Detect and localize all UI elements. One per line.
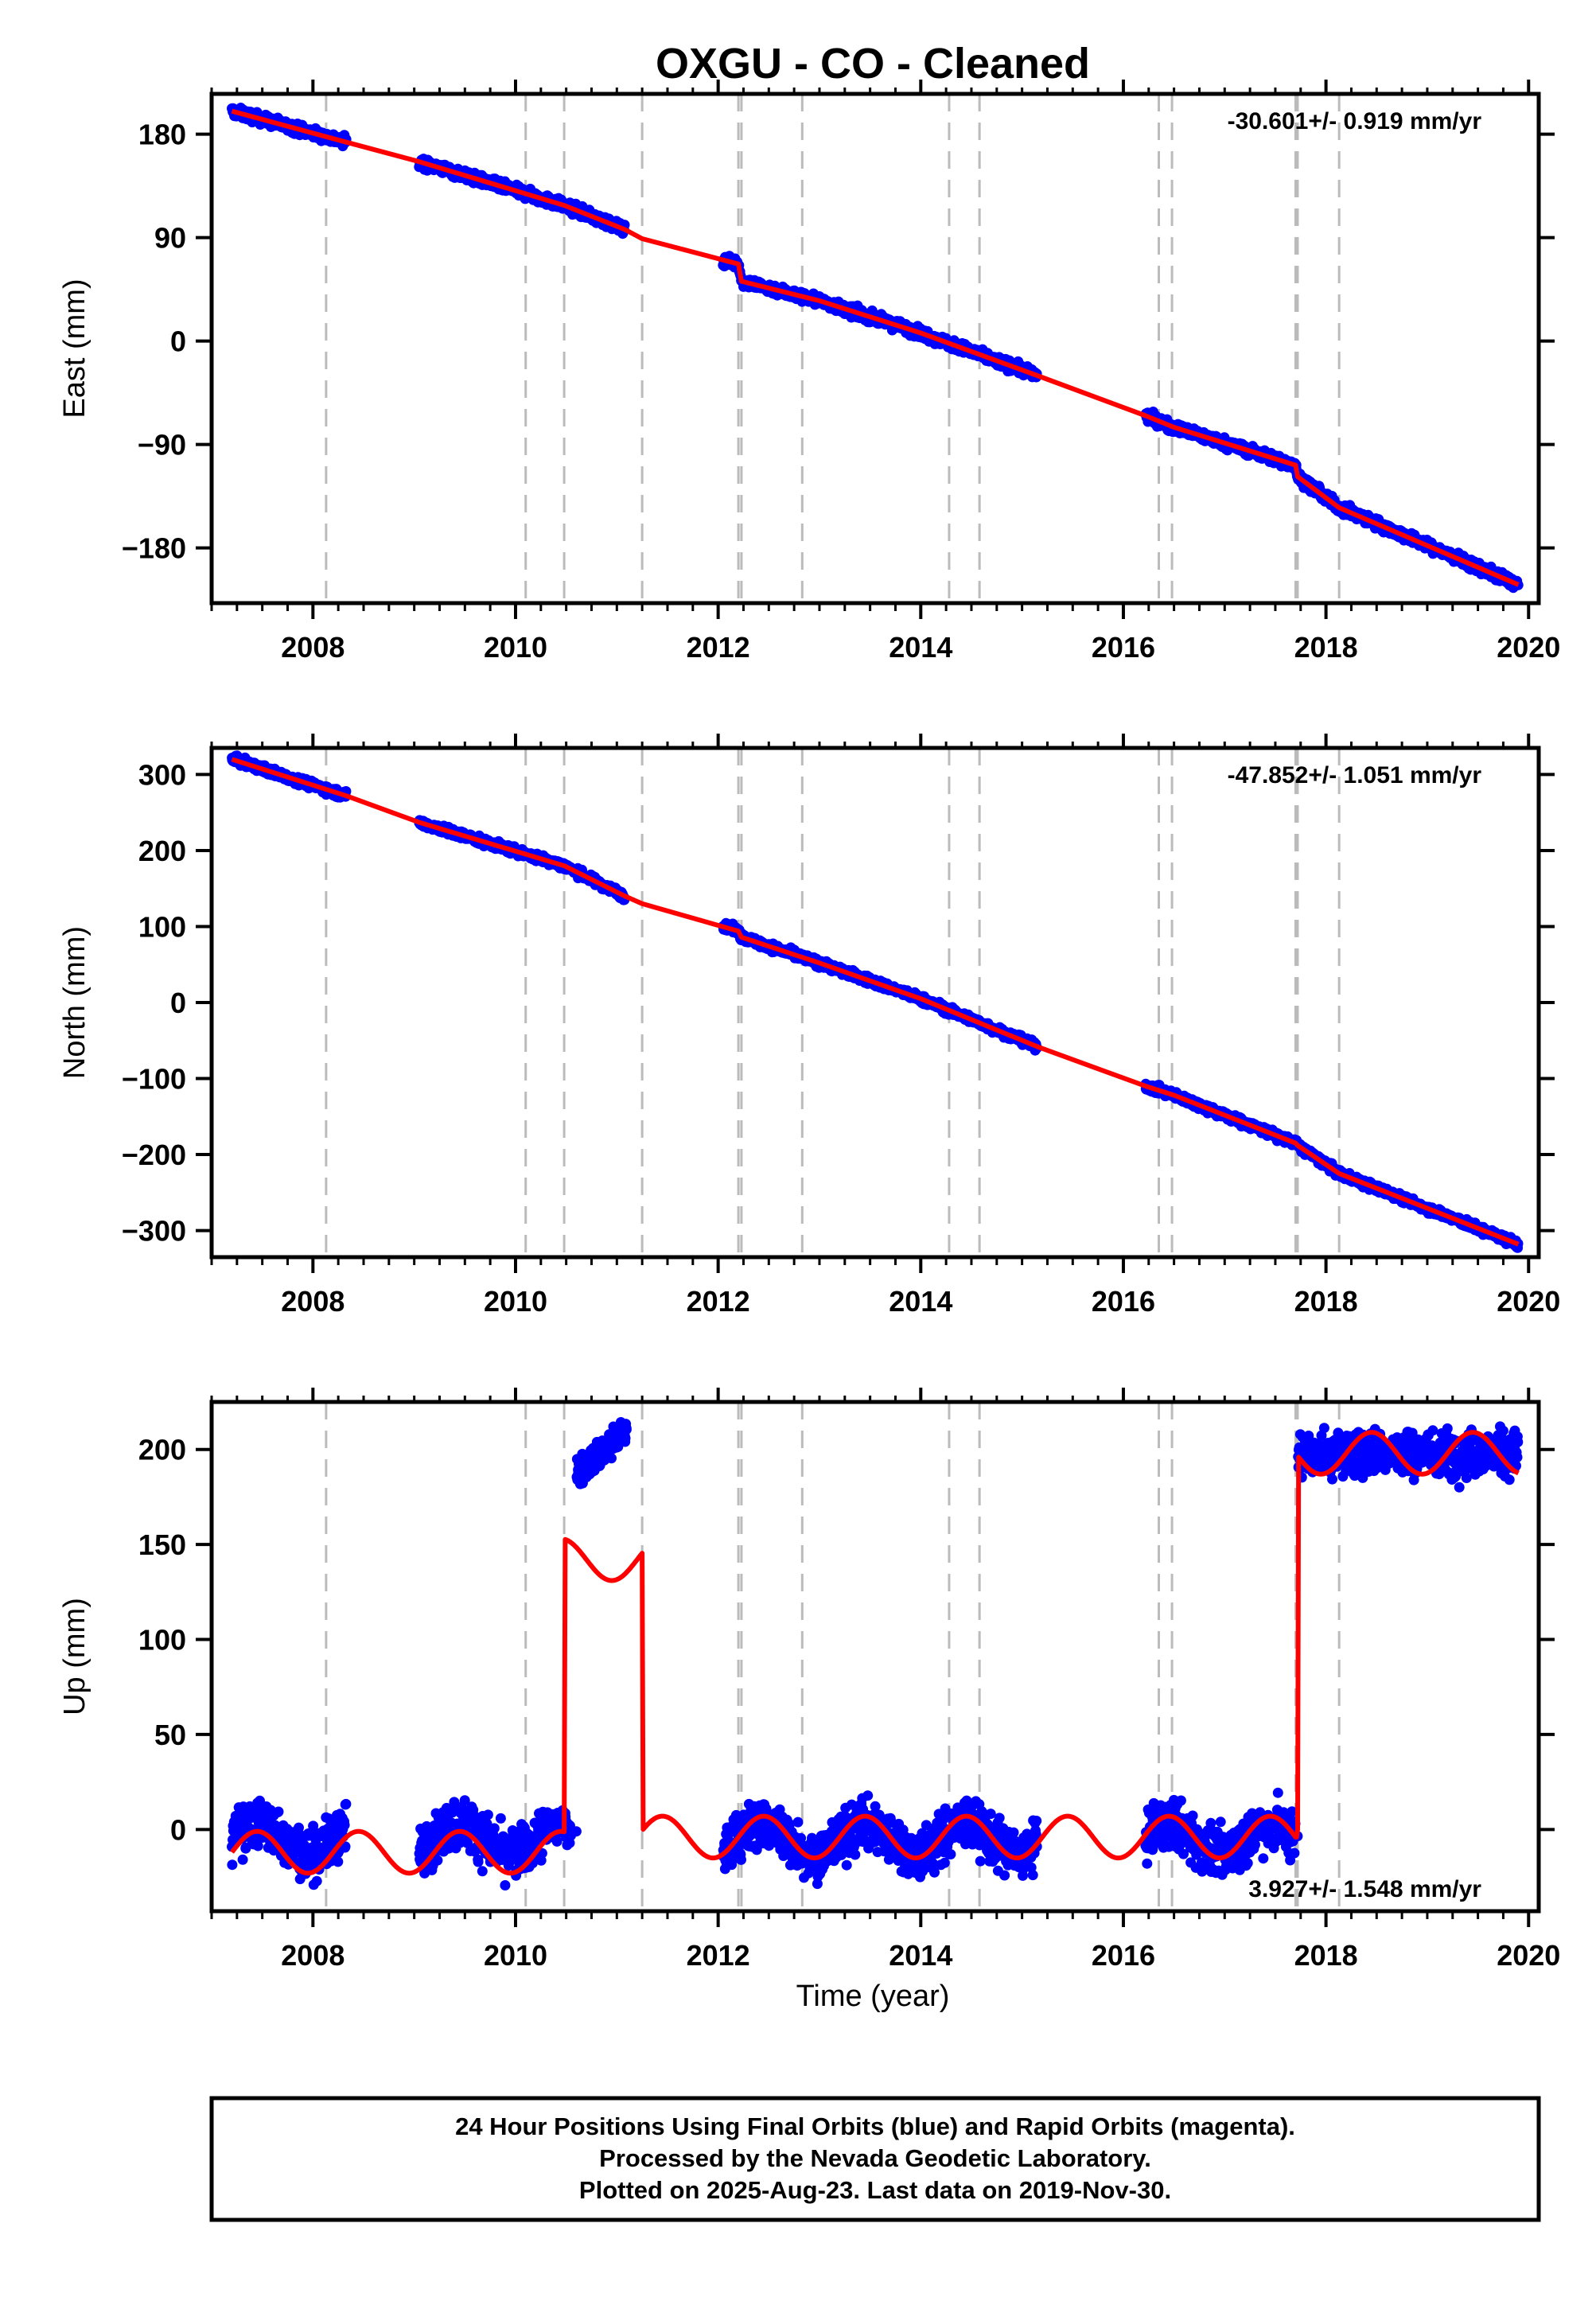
model-line bbox=[231, 108, 1520, 587]
chart-title: OXGU - CO - Cleaned bbox=[656, 40, 1090, 88]
x-tick-label: 2012 bbox=[687, 631, 750, 664]
y-tick-label: −90 bbox=[138, 429, 186, 461]
plot-frame bbox=[209, 92, 1541, 605]
data-points bbox=[227, 103, 1524, 594]
x-tick-label: 2018 bbox=[1294, 631, 1358, 664]
plot-area bbox=[227, 94, 1524, 603]
north-panel: 2008 2010 2012 2014 2016 2018 20203002001000−1… bbox=[58, 734, 1560, 1318]
east-panel: 2008 2010 2012 2014 2016 2018 2020 180 90 0 −90 −18… bbox=[58, 80, 1560, 664]
velocity-label: -30.601+/- 0.919 mm/yr bbox=[1228, 108, 1482, 134]
x-tick-label: 2014 bbox=[889, 631, 952, 664]
y-tick-label: 0 bbox=[170, 325, 186, 358]
y-tick-label: 90 bbox=[154, 222, 186, 255]
x-tick-label: 2010 bbox=[484, 631, 547, 664]
y-tick-label: −180 bbox=[122, 532, 186, 565]
data-points bbox=[227, 750, 1524, 1253]
x-tick-label: 2016 bbox=[1092, 631, 1155, 664]
y-axis-label: East (mm) bbox=[58, 278, 91, 418]
x-tick-label: 2020 bbox=[1497, 631, 1560, 664]
x-tick-label: 2008 bbox=[281, 631, 345, 664]
y-tick-label: 180 bbox=[138, 119, 186, 151]
plot-area bbox=[227, 748, 1524, 1257]
